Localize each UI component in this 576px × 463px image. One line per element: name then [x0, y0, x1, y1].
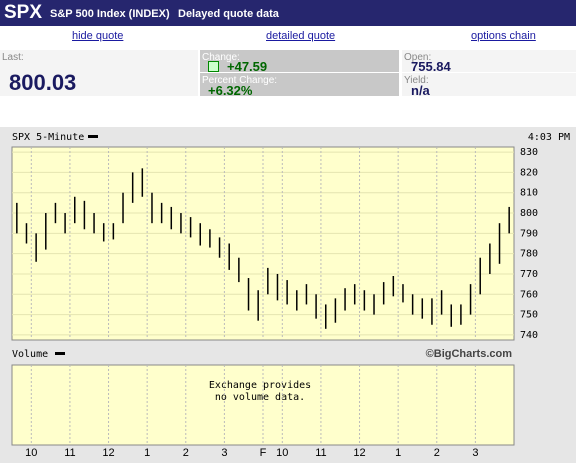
- y-tick-label: 750: [520, 310, 538, 321]
- chart-title: SPX 5-Minute: [12, 132, 84, 143]
- x-tick-label: F: [260, 447, 267, 459]
- title-dash: [88, 135, 98, 138]
- y-tick-label: 790: [520, 228, 538, 239]
- chart-time: 4:03 PM: [528, 132, 570, 143]
- yield-value: n/a: [411, 83, 430, 98]
- x-tick-label: 12: [353, 447, 365, 459]
- label: Percent Change:: [202, 75, 278, 86]
- last-value: 800.03: [9, 70, 77, 95]
- detailed-quote-link[interactable]: detailed quote: [266, 30, 336, 42]
- volume-message: Exchange provides: [209, 380, 311, 391]
- x-tick-label: 2: [434, 447, 440, 459]
- y-tick-label: 800: [520, 208, 538, 219]
- links-row: hide quote detailed quote options chain: [0, 26, 576, 48]
- x-tick-label: 10: [25, 447, 37, 459]
- label: Last:: [2, 52, 24, 63]
- y-tick-label: 740: [520, 330, 538, 341]
- x-tick-label: 11: [315, 447, 326, 459]
- symbol: SPX: [4, 2, 43, 23]
- y-tick-label: 760: [520, 289, 538, 300]
- open-cell: Open: 755.84: [402, 50, 576, 74]
- percent-cell: Percent Change: +6.32%: [200, 73, 399, 98]
- up-icon: [208, 61, 219, 72]
- x-tick-label: 12: [102, 447, 114, 459]
- volume-dash: [55, 352, 65, 355]
- change-value: +47.59: [227, 59, 268, 74]
- volume-message: no volume data.: [215, 392, 305, 403]
- yield-cell: Yield: n/a: [402, 73, 576, 98]
- percent-value: +6.32%: [208, 83, 253, 98]
- y-tick-label: 770: [520, 269, 538, 280]
- y-tick-label: 780: [520, 249, 538, 260]
- hide-quote-link[interactable]: hide quote: [72, 30, 124, 42]
- header-bar: SPX S&P 500 Index (INDEX) Delayed quote …: [0, 0, 576, 26]
- quote-note: Delayed quote data: [178, 8, 279, 20]
- volume-label: Volume: [12, 349, 48, 360]
- index-name: S&P 500 Index (INDEX): [50, 8, 170, 20]
- label: Open:: [404, 52, 432, 63]
- x-tick-label: 11: [64, 447, 75, 459]
- x-tick-label: 10: [276, 447, 288, 459]
- y-tick-label: 820: [520, 167, 538, 178]
- x-tick-label: 2: [183, 447, 189, 459]
- y-tick-label: 810: [520, 188, 538, 199]
- x-tick-label: 3: [472, 447, 478, 459]
- chart: SPX 5-Minute 4:03 PM Volume ©BigCharts.c…: [0, 127, 576, 463]
- y-tick-label: 830: [520, 147, 538, 158]
- credit: ©BigCharts.com: [426, 348, 513, 360]
- x-tick-label: 1: [395, 447, 401, 459]
- last-cell: Last: 800.03: [0, 50, 198, 96]
- x-tick-label: 1: [144, 447, 150, 459]
- x-tick-label: 3: [221, 447, 227, 459]
- label: Change:: [202, 52, 240, 63]
- label: Yield:: [404, 75, 429, 86]
- options-chain-link[interactable]: options chain: [471, 30, 536, 42]
- open-value: 755.84: [411, 59, 451, 74]
- change-cell: Change: +47.59: [200, 50, 399, 74]
